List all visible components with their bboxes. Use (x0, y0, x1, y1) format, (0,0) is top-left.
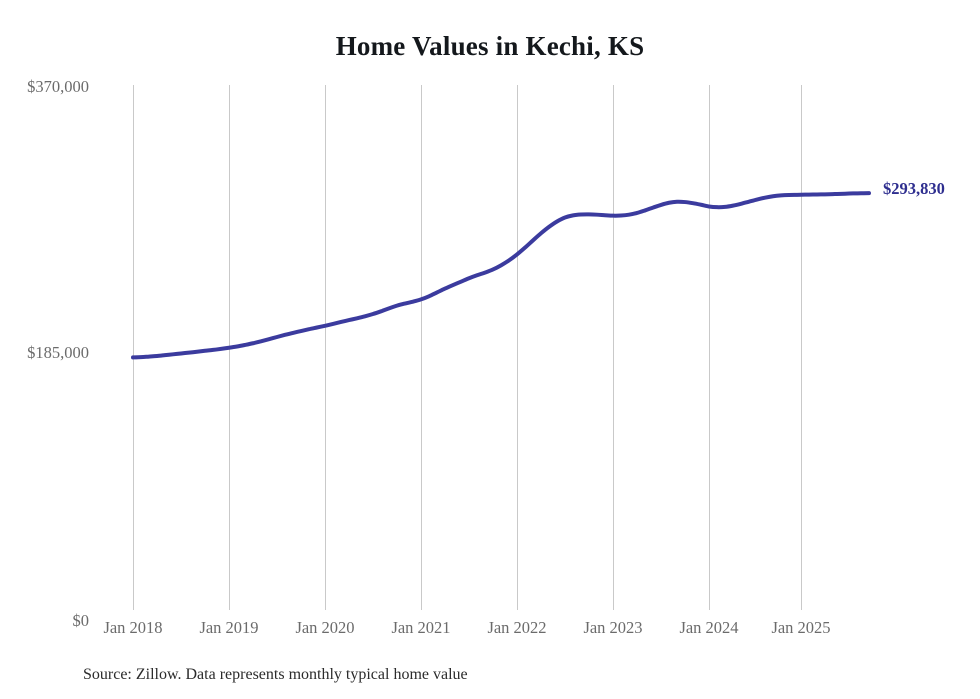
x-axis-tick-label-jan-2021: Jan 2021 (391, 618, 451, 637)
x-axis-tick-label-jan-2022: Jan 2022 (487, 618, 547, 637)
source-note: Source: Zillow. Data represents monthly … (83, 666, 468, 683)
line-series-typical-home-value (131, 191, 871, 360)
x-axis-tick-label-jan-2018: Jan 2018 (103, 618, 163, 637)
x-axis-tick-label-jan-2023: Jan 2023 (583, 618, 643, 637)
gridline-jan-2021 (421, 85, 422, 610)
gridline-jan-2020 (325, 85, 326, 610)
gridline-jan-2024 (709, 85, 710, 610)
x-axis-tick-label-jan-2020: Jan 2020 (295, 618, 355, 637)
y-axis-tick-label-185000: $185,000 (27, 343, 89, 362)
gridline-jan-2018 (133, 85, 134, 610)
x-axis-tick-label-jan-2025: Jan 2025 (771, 618, 831, 637)
series-end-value-label: $293,830 (883, 179, 945, 198)
x-axis-tick-label-jan-2024: Jan 2024 (679, 618, 739, 637)
y-axis-tick-label-0: $0 (72, 611, 90, 630)
gridline-jan-2023 (613, 85, 614, 610)
x-axis-tick-label-jan-2019: Jan 2019 (199, 618, 259, 637)
gridline-jan-2022 (517, 85, 518, 610)
gridline-jan-2025 (801, 85, 802, 610)
y-axis-tick-label-370000: $370,000 (27, 77, 89, 96)
page-title: Home Values in Kechi, KS (335, 31, 645, 61)
